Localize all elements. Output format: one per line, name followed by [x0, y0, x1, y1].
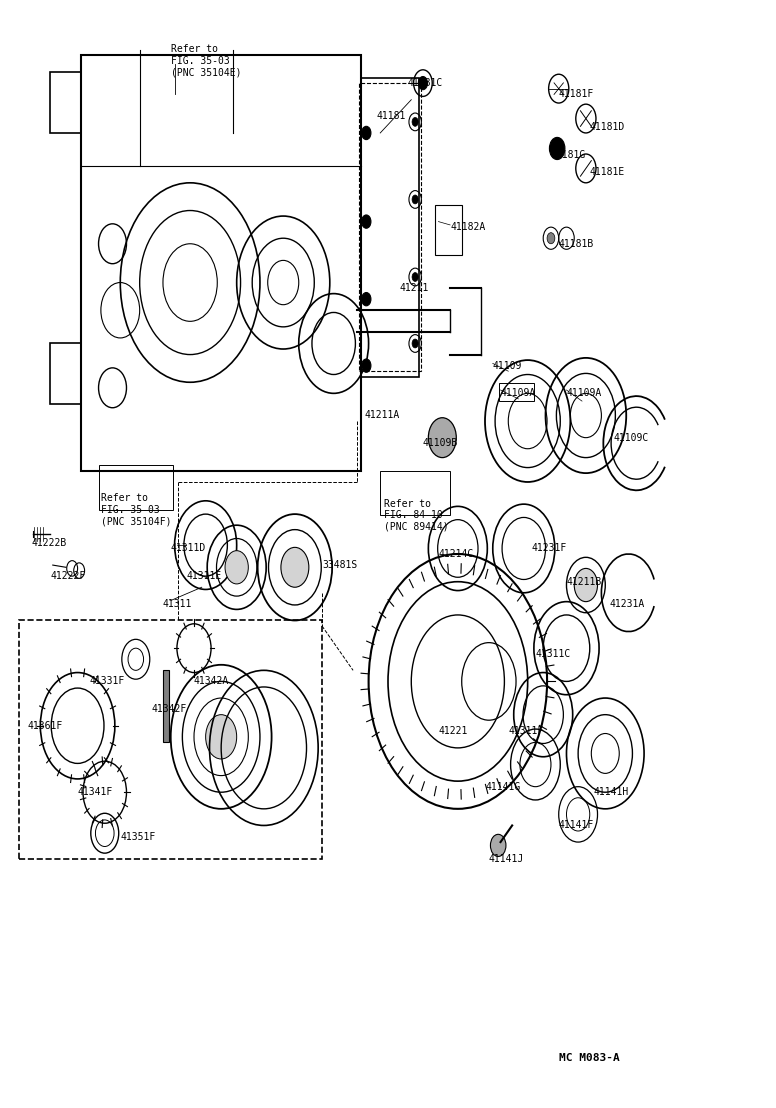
- Text: 41109A: 41109A: [566, 388, 601, 399]
- Bar: [361, 78, 419, 377]
- Text: 41341F: 41341F: [78, 787, 113, 798]
- Text: 41109B: 41109B: [423, 438, 458, 449]
- Text: Refer to
FIG. 84-10
(PNC 89414): Refer to FIG. 84-10 (PNC 89414): [384, 499, 449, 532]
- Text: 41181C: 41181C: [407, 78, 442, 89]
- Text: 41311D: 41311D: [171, 543, 206, 554]
- Text: MC M083-A: MC M083-A: [559, 1053, 619, 1064]
- Bar: [50, 343, 81, 404]
- Text: 41342A: 41342A: [194, 676, 229, 687]
- Text: 41211A: 41211A: [365, 410, 400, 421]
- Text: 41181B: 41181B: [559, 238, 594, 249]
- Bar: [163, 670, 169, 742]
- Text: 41311: 41311: [163, 598, 192, 609]
- Bar: [99, 465, 173, 510]
- Circle shape: [549, 137, 565, 160]
- Bar: [435, 205, 462, 255]
- Text: 41141G: 41141G: [485, 781, 520, 792]
- Text: 41311E: 41311E: [186, 571, 221, 582]
- Circle shape: [362, 126, 371, 140]
- Text: 41231A: 41231A: [609, 598, 644, 609]
- Bar: [81, 55, 361, 471]
- Circle shape: [490, 834, 506, 856]
- Text: 41109A: 41109A: [501, 388, 535, 399]
- Text: 41221: 41221: [438, 726, 468, 737]
- Circle shape: [418, 76, 428, 90]
- Bar: [380, 471, 450, 515]
- Text: 41141F: 41141F: [559, 820, 594, 831]
- Text: 41109: 41109: [493, 360, 522, 371]
- Circle shape: [412, 339, 418, 348]
- Text: 41181: 41181: [376, 111, 406, 122]
- Text: 41181D: 41181D: [590, 122, 625, 133]
- Circle shape: [428, 418, 456, 458]
- Circle shape: [362, 359, 371, 372]
- Text: Refer to
FIG. 35-03
(PNC 35104F): Refer to FIG. 35-03 (PNC 35104F): [101, 493, 171, 526]
- Bar: [359, 83, 421, 371]
- Text: 41181F: 41181F: [559, 89, 594, 100]
- Circle shape: [412, 195, 418, 204]
- Text: 41231F: 41231F: [532, 543, 566, 554]
- Text: 41331F: 41331F: [89, 676, 124, 687]
- Text: 41311F: 41311F: [508, 726, 543, 737]
- Text: 41214C: 41214C: [438, 548, 473, 560]
- Text: 41181G: 41181G: [551, 150, 586, 161]
- Circle shape: [547, 233, 555, 244]
- Text: 41351F: 41351F: [120, 831, 155, 842]
- Bar: [19, 620, 322, 859]
- Text: 41311C: 41311C: [535, 648, 570, 659]
- Text: 41222F: 41222F: [50, 571, 85, 582]
- Text: 41222B: 41222B: [31, 537, 66, 548]
- Text: 41211B: 41211B: [566, 576, 601, 587]
- Text: 33481S: 33481S: [322, 560, 357, 571]
- Circle shape: [206, 715, 237, 759]
- Circle shape: [281, 547, 309, 587]
- Circle shape: [574, 568, 598, 602]
- Circle shape: [412, 273, 418, 281]
- Circle shape: [362, 293, 371, 306]
- Text: 41141J: 41141J: [489, 853, 524, 864]
- Text: 41342F: 41342F: [151, 704, 186, 715]
- Circle shape: [412, 117, 418, 126]
- Text: 41181E: 41181E: [590, 166, 625, 177]
- Bar: [50, 72, 81, 133]
- Text: Refer to
FIG. 35-03
(PNC 35104E): Refer to FIG. 35-03 (PNC 35104E): [171, 44, 241, 78]
- Text: 41182A: 41182A: [450, 222, 485, 233]
- Bar: [499, 383, 534, 401]
- Text: 41361F: 41361F: [27, 720, 62, 731]
- Text: 41109C: 41109C: [613, 432, 648, 443]
- Circle shape: [225, 551, 248, 584]
- Text: 41211: 41211: [400, 283, 429, 294]
- Circle shape: [362, 215, 371, 228]
- Text: 41141H: 41141H: [594, 787, 629, 798]
